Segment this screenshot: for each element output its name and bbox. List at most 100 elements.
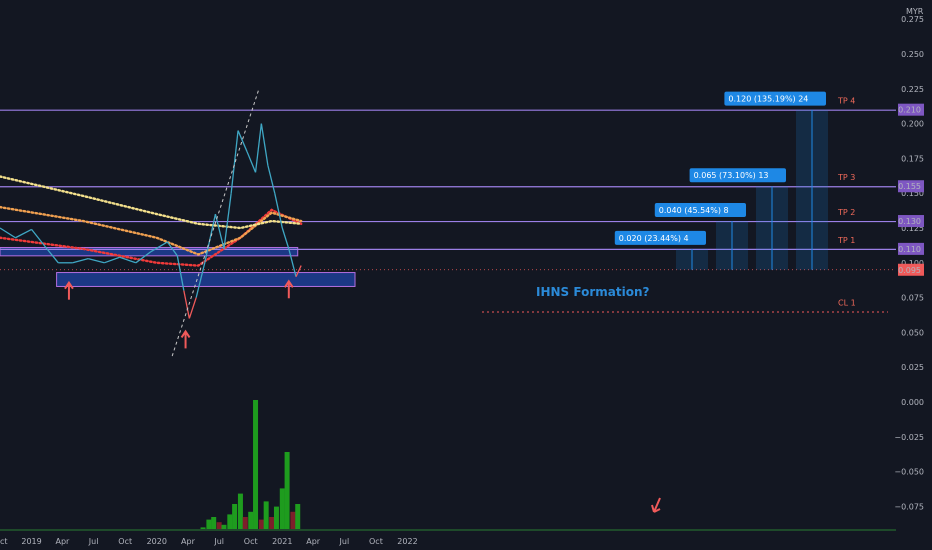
level-badge-text: 0.130 (898, 217, 921, 226)
volume-bar (253, 400, 259, 530)
target-label: CL 1 (838, 299, 856, 308)
target-value-text: 0.120 (135.19%) 24 (728, 95, 808, 104)
price-tick-label: 0.100 (901, 259, 924, 268)
levels-layer (0, 109, 896, 313)
price-layer (0, 123, 302, 319)
time-tick-label: 2021 (272, 537, 292, 546)
price-tick-label: 0.250 (901, 50, 924, 59)
price-segment (46, 248, 59, 264)
volume-layer (0, 400, 896, 531)
time-tick-label: Apr (181, 537, 196, 546)
price-tick-label: −0.050 (894, 468, 924, 477)
price-segment (288, 248, 297, 277)
time-axis[interactable]: ct 2019 Apr Jul Oct 2020 Apr Jul Oct 2021 Apr Jul Oc… (0, 537, 418, 546)
price-segment (230, 130, 239, 194)
target-label: TP 3 (837, 173, 855, 182)
volume-bar (206, 519, 212, 530)
price-segment (246, 151, 257, 173)
moving-average-line (0, 208, 303, 267)
trendline (171, 88, 260, 357)
target-value-box (614, 230, 706, 245)
price-tick-label: −0.075 (894, 502, 924, 511)
marker-arrow-head (283, 279, 294, 288)
price-segment (72, 257, 89, 264)
marker-arrow-head (64, 280, 74, 290)
annotations-layer: IHNS Formation? (64, 88, 661, 513)
volume-bar (273, 506, 279, 530)
time-tick-label: 2020 (147, 537, 167, 546)
price-segment (274, 193, 283, 229)
target-label: TP 2 (837, 208, 855, 217)
price-segment (204, 213, 217, 263)
price-axis[interactable]: MYR 0.2750.2500.2250.2000.1750.1500.1250… (894, 7, 924, 511)
moving-average-line (0, 175, 303, 230)
price-segment (183, 290, 190, 319)
current-price-badge (898, 263, 924, 276)
price-segment (104, 256, 120, 264)
volume-bar (200, 527, 206, 530)
price-segment (15, 228, 32, 239)
price-segment (237, 130, 248, 152)
target-value-box (724, 91, 826, 106)
time-tick-label: ct (0, 537, 8, 546)
volume-bar (295, 504, 301, 530)
time-tick-label: Oct (244, 537, 258, 546)
price-tick-label: 0.125 (901, 224, 924, 233)
price-segment (214, 213, 225, 250)
formation-label: IHNS Formation? (536, 285, 649, 299)
price-segment (31, 228, 48, 250)
time-tick-label: Jul (339, 537, 350, 546)
volume-bar (284, 452, 290, 530)
price-segment (119, 256, 137, 264)
price-segment (254, 123, 263, 173)
level-badge-text: 0.110 (898, 245, 921, 254)
target-value-box (689, 168, 786, 183)
time-tick-label: 2019 (21, 537, 41, 546)
volume-bar (211, 517, 217, 530)
price-tick-label: 0.150 (901, 189, 924, 198)
price-segment (223, 193, 232, 249)
price-tick-label: 0.075 (901, 294, 924, 303)
currency-label: MYR (906, 7, 924, 16)
price-tick-label: 0.225 (901, 85, 924, 94)
price-segment (295, 265, 302, 277)
volume-bar (221, 524, 227, 530)
level-badge (898, 103, 924, 116)
volume-bar (216, 522, 222, 530)
volume-bar (227, 514, 233, 530)
volume-bar (232, 504, 238, 530)
level-badge (898, 180, 924, 193)
price-tick-label: 0.025 (901, 363, 924, 372)
volume-bar (237, 493, 243, 530)
price-tick-label: −0.025 (894, 433, 924, 442)
marker-arrow-head (180, 329, 191, 338)
volume-bar (248, 511, 254, 530)
volume-bar (269, 517, 275, 530)
time-tick-label: Jul (213, 537, 224, 546)
target-value-text: 0.020 (23.44%) 4 (619, 234, 689, 243)
price-tick-label: 0.175 (901, 154, 924, 163)
level-badge-text: 0.210 (898, 106, 921, 115)
price-segment (188, 297, 197, 319)
targets-layer: TP 4 0.120 (135.19%) 24 TP 3 0.065 (73.10%)… (614, 91, 856, 308)
moving-averages-layer (0, 175, 303, 267)
price-tick-label: 0.275 (901, 15, 924, 24)
price-segment (87, 257, 105, 264)
target-value-text: 0.065 (73.10%) 13 (694, 171, 769, 180)
volume-bar (242, 517, 248, 530)
volume-marker-arrow (651, 497, 661, 513)
level-badge (898, 242, 924, 255)
target-value-text: 0.040 (45.54%) 8 (659, 206, 729, 215)
price-segment (166, 241, 178, 257)
target-label: TP 1 (837, 236, 855, 245)
price-segment (260, 123, 269, 166)
price-segment (135, 251, 152, 264)
volume-bar (258, 519, 264, 530)
time-tick-label: Oct (369, 537, 383, 546)
price-segment (150, 241, 168, 253)
time-tick-label: Jul (88, 537, 99, 546)
price-tick-label: 0.050 (901, 328, 924, 337)
price-segment (267, 165, 276, 194)
